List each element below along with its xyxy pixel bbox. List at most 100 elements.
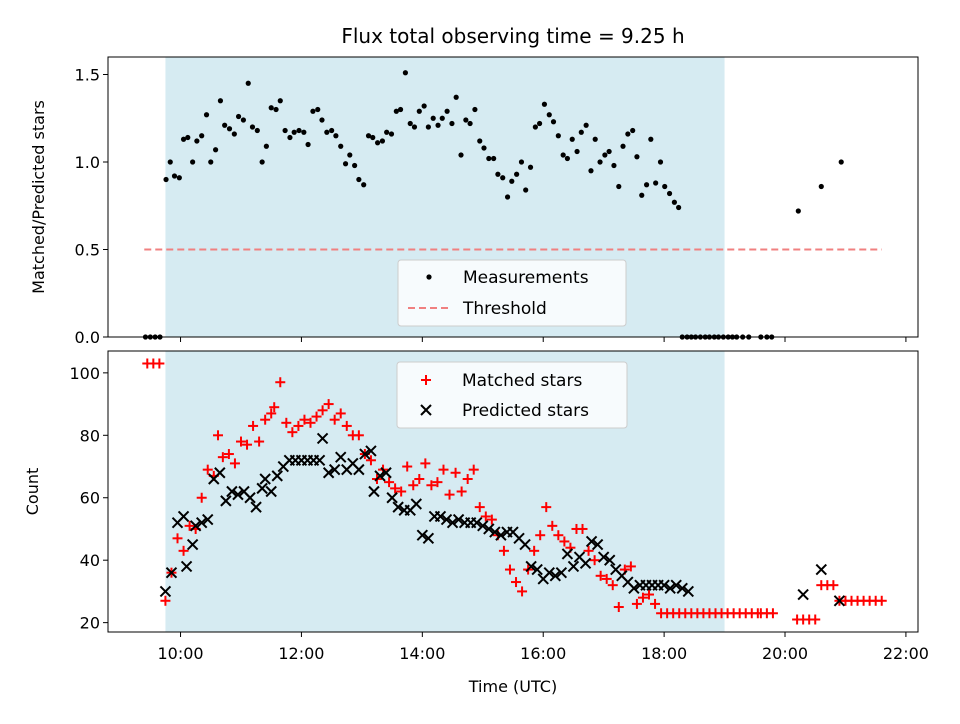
matched-star-point (420, 458, 431, 469)
predicted-star-point (259, 473, 271, 485)
measurement-point (324, 129, 330, 135)
matched-star-point (480, 511, 491, 522)
predicted-star-point (567, 560, 580, 573)
predicted-star-point (202, 513, 214, 526)
measurement-point (379, 138, 386, 144)
matched-star-point (535, 530, 546, 541)
matched-star-point (462, 474, 473, 485)
matched-star-point (876, 595, 887, 606)
x-tick-label: 16:00 (520, 644, 566, 663)
y-tick-label: 100 (69, 364, 100, 383)
measurement-point (657, 159, 664, 165)
bottom-y-axis-label: Count (23, 468, 42, 516)
predicted-star-point (452, 513, 465, 526)
measurement-point (231, 131, 237, 137)
measurement-point (226, 126, 233, 132)
matched-star-point (504, 564, 515, 575)
predicted-star-point (579, 557, 592, 570)
predicted-star-point (440, 513, 453, 526)
measurement-point (259, 159, 265, 165)
predicted-star-point (186, 538, 199, 551)
matched-star-point (254, 436, 265, 447)
predicted-star-point (368, 485, 380, 498)
top-legend: Measurements Threshold (397, 259, 627, 327)
predicted-star-point (561, 548, 574, 560)
measurement-point (439, 115, 445, 121)
matched-star-point (178, 545, 189, 556)
top-y-axis-label: Matched/Predicted stars (29, 100, 48, 294)
predicted-star-point (353, 463, 365, 476)
predicted-star-point (471, 517, 483, 529)
measurement-point (643, 182, 650, 188)
measurement-point (634, 154, 640, 160)
measurement-point (560, 152, 566, 158)
matched-star-point (468, 464, 479, 475)
predicted-star-point (244, 492, 256, 504)
predicted-star-point (226, 485, 238, 498)
measurement-point (564, 155, 571, 162)
matched-star-point (595, 570, 606, 581)
measurement-point (310, 108, 316, 114)
matched-star-point (287, 427, 298, 438)
measurement-point (472, 106, 478, 113)
measurement-point (249, 124, 256, 130)
predicted-star-point (386, 492, 398, 504)
measurement-point (222, 122, 228, 128)
predicted-star-point (335, 451, 347, 463)
matched-star-point (223, 449, 234, 460)
legend-label-predicted: Predicted stars (462, 401, 589, 421)
legend-x-glyph (420, 404, 432, 416)
measurement-point (388, 131, 395, 137)
measurement-point (416, 108, 422, 114)
matched-star-point (260, 414, 271, 425)
matched-star-point (577, 523, 588, 534)
predicted-star-point (220, 495, 232, 507)
measurement-point (676, 204, 682, 211)
matched-star-point (341, 420, 352, 431)
matched-star-point (160, 595, 171, 606)
legend-plus-glyph (421, 375, 431, 385)
matched-star-point (474, 502, 485, 513)
x-axis-label: Time (UTC) (468, 677, 557, 696)
matched-star-point (311, 411, 322, 422)
matched-star-point (511, 577, 522, 588)
x-tick-label: 22:00 (883, 644, 929, 663)
matched-star-point (384, 477, 395, 488)
matched-star-point (601, 573, 612, 584)
measurement-point (467, 120, 473, 127)
chart-title: Flux total observing time = 9.25 h (341, 24, 684, 48)
measurement-point (500, 175, 506, 181)
measurement-point (818, 183, 824, 190)
measurement-point (245, 80, 251, 86)
measurement-point (212, 147, 219, 153)
measurement-point (606, 148, 612, 155)
matched-star-point (275, 377, 286, 388)
measurement-point (319, 117, 325, 123)
matched-star-point (438, 464, 449, 475)
matched-star-point (217, 452, 228, 463)
measurement-point (611, 162, 617, 169)
predicted-star-point (531, 563, 543, 576)
predicted-star-point (392, 501, 404, 513)
predicted-star-point (483, 523, 495, 535)
measurement-point (347, 152, 353, 158)
matched-star-point (235, 436, 246, 447)
measurement-point (352, 162, 358, 169)
measurement-point (527, 164, 534, 170)
matched-star-point (305, 417, 316, 428)
x-tick-label: 20:00 (762, 644, 808, 663)
legend-label-threshold: Threshold (462, 299, 547, 319)
measurement-point (639, 192, 645, 198)
matched-star-point (631, 598, 642, 609)
predicted-star-point (664, 582, 676, 594)
predicted-star-point (159, 585, 172, 598)
measurement-point (393, 108, 399, 114)
measurement-point (199, 133, 205, 139)
measurement-point (407, 120, 413, 127)
predicted-star-point (165, 566, 178, 579)
measurement-point (425, 124, 431, 130)
matched-star-point (498, 545, 509, 556)
y-tick-label: 0.0 (75, 328, 100, 347)
matched-star-point (154, 358, 165, 369)
predicted-star-point (604, 554, 616, 566)
